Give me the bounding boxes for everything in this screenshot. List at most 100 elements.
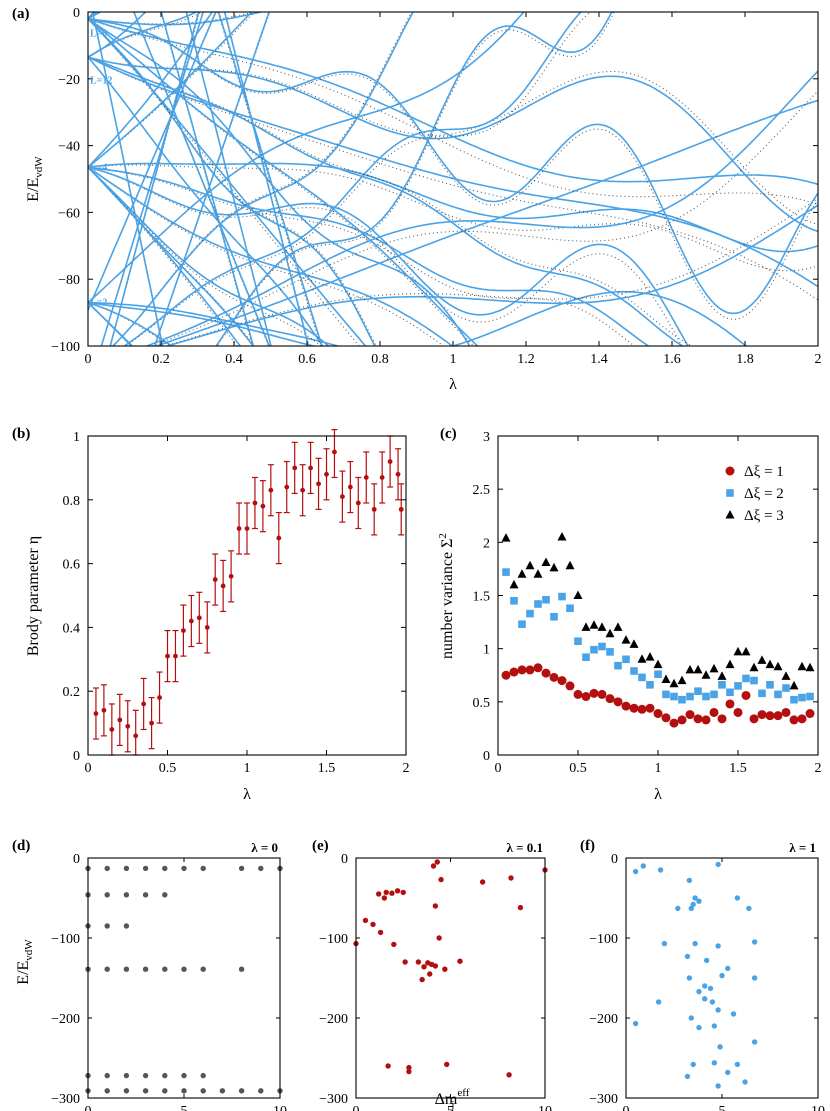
triangle-marker (797, 661, 807, 671)
x-tick-label: 10 (538, 1104, 552, 1111)
panel-f-title: λ = 1 (789, 840, 816, 855)
triangle-marker (549, 562, 559, 572)
y-tick-label: 0.8 (63, 494, 81, 509)
level-point (181, 966, 187, 972)
panel-a-spectrum-curves (88, 12, 818, 346)
square-marker (798, 693, 806, 702)
panel-b-axes: 0 0.5 1 1.5 2 0 0.2 0.4 0.6 0.8 1 (63, 430, 410, 776)
level-point (734, 1061, 741, 1068)
data-point (355, 500, 361, 506)
level-point (436, 935, 442, 941)
triangle-marker (517, 569, 527, 578)
square-marker (542, 595, 550, 604)
level-point (383, 889, 389, 896)
square-marker (782, 684, 790, 692)
triangle-marker (629, 639, 639, 648)
data-point (181, 628, 186, 633)
square-marker (590, 645, 598, 654)
level-point (725, 965, 731, 972)
square-marker (646, 681, 654, 689)
x-tick-label: 1.4 (590, 352, 608, 367)
data-point (363, 475, 369, 480)
square-marker (582, 653, 590, 661)
blue-spectrum-line (88, 18, 367, 346)
level-point (715, 943, 721, 949)
panel-a-y-axis-title: E/EvdW (25, 156, 45, 202)
y-tick-label: 1.5 (473, 590, 491, 605)
y-tick-label: −200 (51, 1012, 80, 1027)
square-marker (766, 681, 774, 689)
level-point (123, 865, 130, 872)
triangle-marker (685, 664, 695, 674)
square-marker (678, 695, 686, 704)
y-tick-label: 0.2 (63, 685, 81, 700)
level-point (715, 1007, 721, 1013)
blue-spectrum-line (88, 18, 376, 346)
blue-spectrum-line (160, 12, 255, 346)
level-point (402, 959, 408, 965)
dotted-spectrum-line (88, 166, 636, 346)
triangle-marker (645, 652, 655, 661)
panel-b-x-axis-title: λ (243, 786, 251, 803)
panel-d: (d) λ = 0 0 5 10 0 −100 −200 −300 E/EvdW (12, 838, 287, 1111)
level-point (181, 865, 187, 872)
data-point (204, 625, 210, 630)
level-point (142, 865, 149, 872)
triangle-marker (605, 628, 615, 638)
data-point (117, 717, 123, 723)
triangle-marker (653, 659, 663, 669)
level-point (381, 895, 388, 901)
triangle-marker (573, 590, 583, 599)
x-tick-label: 0 (495, 761, 502, 776)
legend-circle-marker (725, 466, 735, 476)
y-tick-label: −100 (51, 340, 80, 355)
bottom-x-axis-title-sub: j (450, 1099, 454, 1111)
panel-e: (e) λ = 0.1 0 5 10 0 −100 −200 −300 (312, 838, 552, 1111)
y-tick-label: −300 (589, 1092, 618, 1107)
data-point (292, 465, 298, 471)
level-point (104, 966, 110, 972)
circle-marker (589, 688, 599, 698)
level-point (457, 958, 463, 964)
level-point (684, 1073, 691, 1080)
square-marker (670, 692, 678, 701)
x-tick-label: 1.6 (663, 352, 681, 367)
x-tick-label: 1 (244, 761, 251, 776)
blue-spectrum-line (144, 70, 818, 346)
level-point (688, 905, 694, 912)
square-marker (774, 690, 782, 699)
square-marker (710, 690, 718, 699)
level-point (142, 966, 149, 972)
circle-marker (733, 707, 743, 717)
triangle-marker (773, 661, 783, 671)
triangle-marker (717, 671, 727, 680)
blue-spectrum-line (88, 12, 217, 311)
circle-marker (517, 665, 527, 675)
dotted-spectrum-line (154, 12, 271, 346)
legend-label: Δξ = 3 (744, 508, 784, 524)
panel-d-y-axis-title: E/EvdW (15, 939, 35, 985)
circle-marker (629, 703, 639, 713)
square-marker (566, 604, 574, 613)
data-point (236, 526, 242, 531)
circle-marker (789, 715, 799, 725)
x-tick-label: 10 (273, 1104, 287, 1111)
blue-spectrum-line (88, 18, 471, 346)
level-point (438, 876, 444, 883)
legend-label: Δξ = 2 (744, 486, 784, 502)
y-tick-label: 0 (73, 749, 80, 764)
panel-d-y-axis-title-main: E/E (15, 961, 32, 985)
level-point (394, 888, 401, 894)
data-point (165, 653, 170, 659)
level-point (123, 1088, 130, 1094)
level-point (751, 1039, 758, 1045)
level-point (696, 988, 702, 995)
level-point (661, 940, 668, 947)
triangle-marker (765, 659, 775, 669)
level-point (506, 1072, 512, 1078)
circle-marker (677, 715, 687, 725)
level-point (444, 1061, 450, 1068)
level-point (362, 917, 369, 924)
level-point (200, 865, 206, 872)
level-point (686, 975, 693, 981)
